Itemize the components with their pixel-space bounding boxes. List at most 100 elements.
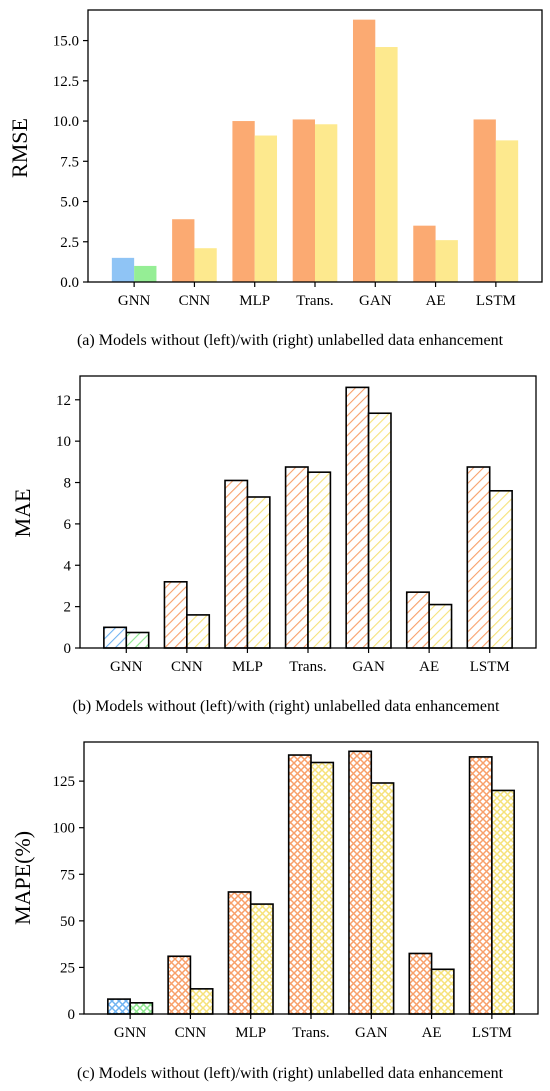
bar-rmse-cnn-without xyxy=(172,219,195,282)
xtick-label: LSTM xyxy=(472,1025,512,1041)
bar-mae-gan-with xyxy=(367,412,392,649)
bar-rmse-cnn-with xyxy=(194,248,217,282)
bar-mae-cnn-with xyxy=(186,614,211,649)
bar-mae-trans-with xyxy=(307,471,332,649)
ytick-label: 2 xyxy=(64,600,72,616)
xtick-label: CNN xyxy=(171,659,203,675)
panel-rmse: RMSE 0.0 2.5 5.0 7.5 10.0 12.5 15.0 GNN CNN MLP T… xyxy=(7,9,543,349)
xtick-label: GAN xyxy=(352,659,385,675)
bars-rmse xyxy=(111,19,519,283)
xtick-label: AE xyxy=(422,1025,442,1041)
bar-mae-lstm-with xyxy=(488,489,513,649)
bar-mae-ae-with xyxy=(428,603,453,649)
bar-rmse-lstm-without xyxy=(473,119,496,282)
ytick-label: 2.5 xyxy=(60,235,79,251)
xticks-rmse: GNN CNN MLP Trans. GAN AE LSTM xyxy=(118,282,516,309)
axes-frame-mae xyxy=(79,375,537,649)
xtick-label: AE xyxy=(426,293,446,309)
ytick-label: 4 xyxy=(64,558,72,574)
caption-mape: (c) Models without (left)/with (right) u… xyxy=(77,1065,504,1082)
bar-mape-mlp-with xyxy=(249,903,274,1015)
ytick-label: 7.5 xyxy=(60,154,79,170)
bar-mape-cnn-without xyxy=(167,955,192,1015)
xtick-label: CNN xyxy=(175,1025,207,1041)
xticks-mae: GNN CNN MLP Trans. GAN AE LSTM xyxy=(110,648,510,675)
yticks-rmse: 0.0 2.5 5.0 7.5 10.0 12.5 15.0 xyxy=(53,34,88,291)
panel-mae: MAE 0 2 4 6 8 10 12 GNN CNN MLP Trans. GAN AE LSTM (… xyxy=(10,375,537,715)
ytick-label: 75 xyxy=(60,867,75,883)
axes-frame-mape xyxy=(83,741,539,1015)
ytick-label: 10.0 xyxy=(53,114,79,130)
ytick-label: 8 xyxy=(64,476,72,492)
xtick-label: GNN xyxy=(118,293,151,309)
bar-mae-trans-without xyxy=(284,466,309,649)
bar-mape-gan-without xyxy=(348,750,373,1015)
xtick-label: AE xyxy=(419,659,439,675)
bar-rmse-gan-with xyxy=(375,47,398,282)
xtick-label: GNN xyxy=(110,659,143,675)
bar-mape-lstm-with xyxy=(491,789,515,1015)
xtick-label: GAN xyxy=(355,1025,388,1041)
bar-rmse-ae-with xyxy=(435,240,458,282)
ylabel-mape: MAPE(%) xyxy=(10,831,35,925)
bar-rmse-lstm-with xyxy=(495,140,519,282)
bar-rmse-gan-without xyxy=(352,19,376,282)
bar-mape-gnn-without xyxy=(107,998,131,1015)
bar-mae-ae-without xyxy=(405,591,430,649)
bar-mae-gan-without xyxy=(345,386,370,649)
ytick-label: 5.0 xyxy=(60,195,79,211)
xtick-label: LSTM xyxy=(470,659,510,675)
xtick-label: Trans. xyxy=(296,293,333,309)
bar-mape-lstm-without xyxy=(468,756,493,1015)
ytick-label: 0 xyxy=(68,1007,76,1023)
panel-mape: MAPE(%) 0 25 50 75 100 125 GNN CNN MLP Trans. GAN… xyxy=(10,741,539,1082)
xtick-label: LSTM xyxy=(476,293,516,309)
ytick-label: 125 xyxy=(53,774,76,790)
bar-mape-ae-with xyxy=(430,968,455,1015)
axes-frame-rmse xyxy=(87,9,543,283)
bar-rmse-ae-without xyxy=(413,225,436,282)
bar-rmse-gnn-without xyxy=(111,257,135,282)
bars-mae xyxy=(103,386,513,649)
ytick-label: 6 xyxy=(64,517,72,533)
yticks-mae: 0 2 4 6 8 10 12 xyxy=(56,393,80,657)
xtick-label: Trans. xyxy=(289,659,326,675)
bar-mae-mlp-without xyxy=(224,479,249,649)
bar-mape-mlp-without xyxy=(227,891,252,1015)
ytick-label: 50 xyxy=(60,914,75,930)
ylabel-mae: MAE xyxy=(10,489,35,538)
ytick-label: 12 xyxy=(56,393,71,409)
bars-mape xyxy=(107,750,515,1015)
bar-mape-cnn-with xyxy=(189,988,214,1015)
xtick-label: Trans. xyxy=(292,1025,329,1041)
ytick-label: 0.0 xyxy=(60,275,79,291)
bar-rmse-trans-without xyxy=(292,119,315,282)
xtick-label: GNN xyxy=(114,1025,147,1041)
bar-mae-lstm-without xyxy=(466,466,491,649)
xtick-label: MLP xyxy=(235,1025,266,1041)
caption-rmse: (a) Models without (left)/with (right) u… xyxy=(77,332,504,349)
bar-rmse-gnn-with xyxy=(134,265,157,282)
ytick-label: 10 xyxy=(56,434,71,450)
bar-mape-gnn-with xyxy=(129,1002,154,1015)
ytick-label: 12.5 xyxy=(53,74,79,90)
bar-mae-cnn-without xyxy=(163,581,188,649)
bar-rmse-mlp-with xyxy=(254,135,278,282)
caption-mae: (b) Models without (left)/with (right) u… xyxy=(73,698,501,715)
xticks-mape: GNN CNN MLP Trans. GAN AE LSTM xyxy=(114,1014,512,1041)
ytick-label: 0 xyxy=(64,641,72,657)
ytick-label: 100 xyxy=(53,821,76,837)
ytick-label: 15.0 xyxy=(53,34,79,50)
bar-mape-trans-with xyxy=(310,761,335,1015)
bar-mape-trans-without xyxy=(287,754,312,1015)
yticks-mape: 0 25 50 75 100 125 xyxy=(53,774,84,1023)
bar-mae-mlp-with xyxy=(246,496,271,649)
bar-mae-gnn-with xyxy=(125,631,150,649)
bar-mape-ae-without xyxy=(408,952,433,1015)
bar-mape-gan-with xyxy=(370,782,395,1015)
ylabel-rmse: RMSE xyxy=(7,118,32,178)
xtick-label: GAN xyxy=(359,293,392,309)
xtick-label: CNN xyxy=(179,293,211,309)
ytick-label: 25 xyxy=(60,960,75,976)
